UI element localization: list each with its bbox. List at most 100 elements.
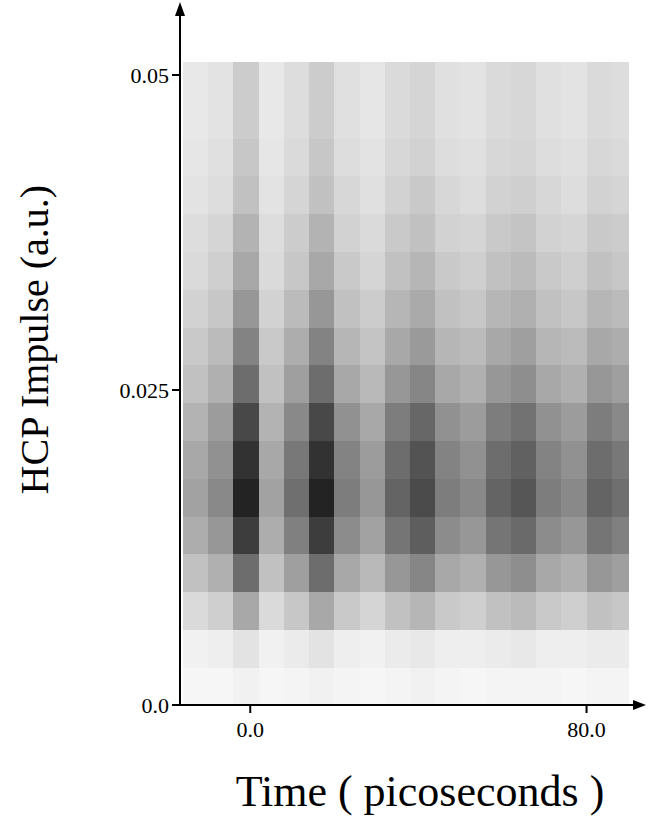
heat-cell — [460, 138, 486, 176]
heat-cell — [486, 667, 512, 705]
heat-cell — [587, 62, 613, 100]
heat-cell — [334, 440, 360, 478]
heat-cell — [460, 289, 486, 327]
heat-cell — [435, 100, 461, 138]
heat-cell — [208, 176, 234, 214]
heat-cell — [460, 327, 486, 365]
heat-cell — [284, 365, 310, 403]
heat-cell — [612, 251, 629, 289]
heat-cell — [435, 403, 461, 441]
heat-cell — [587, 176, 613, 214]
heat-cell — [410, 289, 436, 327]
heat-cell — [410, 516, 436, 554]
heat-cell — [259, 138, 285, 176]
heat-cell — [385, 214, 411, 252]
heat-cell — [612, 365, 629, 403]
heat-cell — [536, 327, 562, 365]
heat-cell — [233, 214, 259, 252]
heat-cell — [334, 516, 360, 554]
heat-cell — [410, 138, 436, 176]
heat-cell — [561, 327, 587, 365]
heat-cell — [259, 629, 285, 667]
heat-cell — [284, 440, 310, 478]
heat-cell — [233, 516, 259, 554]
heat-cell — [561, 629, 587, 667]
heat-cell — [309, 365, 335, 403]
heat-cell — [410, 403, 436, 441]
heat-cell — [410, 214, 436, 252]
heat-cell — [183, 251, 209, 289]
heat-cell — [460, 667, 486, 705]
heat-cell — [233, 554, 259, 592]
heat-cell — [259, 667, 285, 705]
heat-cell — [360, 667, 386, 705]
y-tick — [172, 389, 180, 391]
heat-cell — [385, 138, 411, 176]
heat-cell — [233, 629, 259, 667]
heat-cell — [536, 251, 562, 289]
heat-cell — [536, 214, 562, 252]
x-axis-arrow — [633, 700, 646, 710]
heat-cell — [233, 100, 259, 138]
heat-cell — [612, 629, 629, 667]
heat-cell — [486, 138, 512, 176]
heat-cell — [511, 667, 537, 705]
heat-cell — [284, 100, 310, 138]
heat-cell — [259, 478, 285, 516]
heat-cell — [309, 478, 335, 516]
heat-cell — [208, 516, 234, 554]
heat-cell — [612, 554, 629, 592]
heat-cell — [587, 403, 613, 441]
heat-cell — [183, 62, 209, 100]
heat-cell — [536, 138, 562, 176]
heat-cell — [208, 667, 234, 705]
heat-cell — [511, 403, 537, 441]
heat-cell — [259, 440, 285, 478]
heat-cell — [183, 100, 209, 138]
heat-cell — [208, 251, 234, 289]
heat-cell — [385, 176, 411, 214]
heat-cell — [385, 327, 411, 365]
heat-cell — [334, 629, 360, 667]
heat-cell — [612, 516, 629, 554]
heat-cell — [561, 62, 587, 100]
x-tick — [249, 705, 251, 713]
y-tick-label: 0.0 — [142, 693, 170, 718]
heat-cell — [208, 214, 234, 252]
heat-cell — [561, 214, 587, 252]
heat-cell — [561, 592, 587, 630]
heat-cell — [385, 289, 411, 327]
heat-cell — [259, 100, 285, 138]
heat-cell — [284, 592, 310, 630]
heat-cell — [284, 629, 310, 667]
heat-cell — [511, 478, 537, 516]
y-tick-label: 0.05 — [131, 63, 170, 88]
heat-cell — [309, 629, 335, 667]
heat-cell — [360, 403, 386, 441]
heat-cell — [334, 327, 360, 365]
heat-cell — [486, 100, 512, 138]
heat-cell — [183, 289, 209, 327]
heat-cell — [561, 478, 587, 516]
heat-cell — [284, 478, 310, 516]
heat-cell — [410, 365, 436, 403]
heat-cell — [435, 327, 461, 365]
heat-cell — [561, 176, 587, 214]
heat-cell — [284, 667, 310, 705]
heat-cell — [511, 138, 537, 176]
heat-cell — [587, 667, 613, 705]
heat-cell — [486, 251, 512, 289]
heat-cell — [334, 62, 360, 100]
heat-cell — [309, 176, 335, 214]
y-tick-label: 0.025 — [120, 378, 170, 403]
heat-cell — [385, 629, 411, 667]
heat-cell — [309, 516, 335, 554]
x-tick-label: 80.0 — [567, 717, 606, 742]
heat-cell — [511, 176, 537, 214]
heat-cell — [587, 478, 613, 516]
heat-cell — [486, 478, 512, 516]
heat-cell — [486, 629, 512, 667]
heat-cell — [233, 138, 259, 176]
heat-cell — [284, 289, 310, 327]
heat-cell — [612, 327, 629, 365]
